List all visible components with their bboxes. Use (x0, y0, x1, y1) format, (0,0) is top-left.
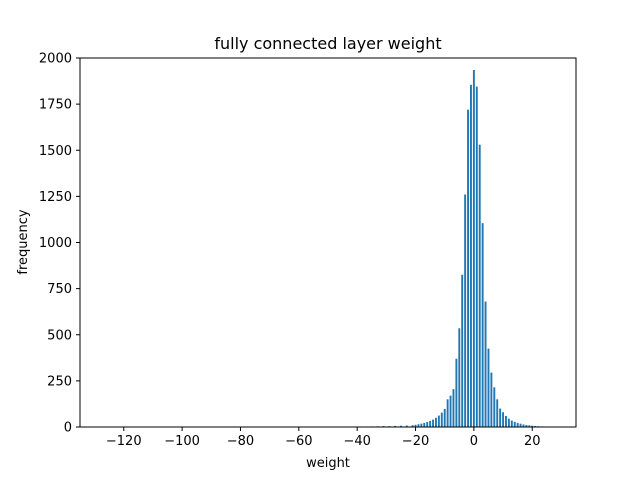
bar (522, 424, 525, 427)
bar (464, 194, 467, 427)
bar (429, 420, 432, 427)
bar (399, 425, 402, 427)
y-axis: 0 250 500 750 1000 1250 1500 1750 2000 (39, 52, 80, 436)
bar (499, 408, 502, 427)
plot-area (80, 58, 576, 427)
bar (417, 424, 420, 427)
bar (455, 358, 458, 427)
plot-frame (79, 57, 577, 428)
bar (505, 415, 507, 427)
bar (487, 348, 490, 427)
y-tick-label: 750 (47, 282, 72, 297)
y-tick-label: 250 (47, 374, 72, 389)
bar (411, 425, 414, 427)
bar (435, 417, 437, 427)
y-tick-label: 1250 (39, 190, 72, 205)
bar (437, 415, 440, 427)
bar (490, 372, 493, 427)
x-tick-label: −60 (285, 434, 312, 449)
bar (510, 420, 513, 427)
y-tick-label: 1000 (39, 236, 72, 251)
bar (452, 389, 455, 427)
y-tick-label: 500 (47, 328, 72, 343)
chart-title: fully connected layer weight (214, 34, 441, 53)
bar (516, 422, 519, 427)
bar (443, 408, 446, 427)
bar (440, 412, 443, 427)
bar (484, 301, 487, 427)
x-tick-label: −80 (227, 434, 254, 449)
bar (420, 423, 423, 427)
bar (528, 425, 531, 427)
bars (99, 69, 566, 428)
bar (467, 109, 469, 427)
x-axis-label: weight (306, 456, 350, 471)
bar (446, 399, 449, 427)
bar (470, 84, 472, 427)
x-tick-label: −100 (164, 434, 200, 449)
y-tick-label: 0 (64, 421, 72, 436)
bar (507, 418, 510, 427)
bar (458, 328, 461, 427)
bar (472, 69, 475, 428)
bar (493, 387, 496, 427)
bar (519, 423, 522, 427)
bar (478, 144, 481, 427)
y-tick-label: 1750 (39, 98, 72, 113)
y-tick-label: 1500 (39, 144, 72, 159)
y-axis-label: frequency (16, 209, 31, 275)
bar (461, 274, 464, 427)
x-tick-label: 20 (524, 434, 541, 449)
bar (426, 422, 429, 427)
bar (531, 425, 534, 427)
bar (513, 421, 516, 427)
x-axis: −120 −100 −80 −60 −40 −20 0 20 (106, 427, 541, 449)
bar (481, 223, 484, 427)
x-tick-label: 0 (470, 434, 478, 449)
y-tick-label: 2000 (39, 52, 72, 67)
x-tick-label: −120 (106, 434, 142, 449)
bar (414, 424, 417, 427)
bar (475, 86, 478, 427)
x-tick-label: −40 (343, 434, 370, 449)
bar (502, 412, 505, 427)
bar (525, 424, 528, 427)
bar (394, 425, 397, 427)
x-tick-label: −20 (402, 434, 429, 449)
bar (449, 395, 452, 427)
bar (432, 419, 434, 427)
bar (423, 422, 426, 427)
bar (405, 425, 408, 427)
bar (496, 399, 499, 427)
